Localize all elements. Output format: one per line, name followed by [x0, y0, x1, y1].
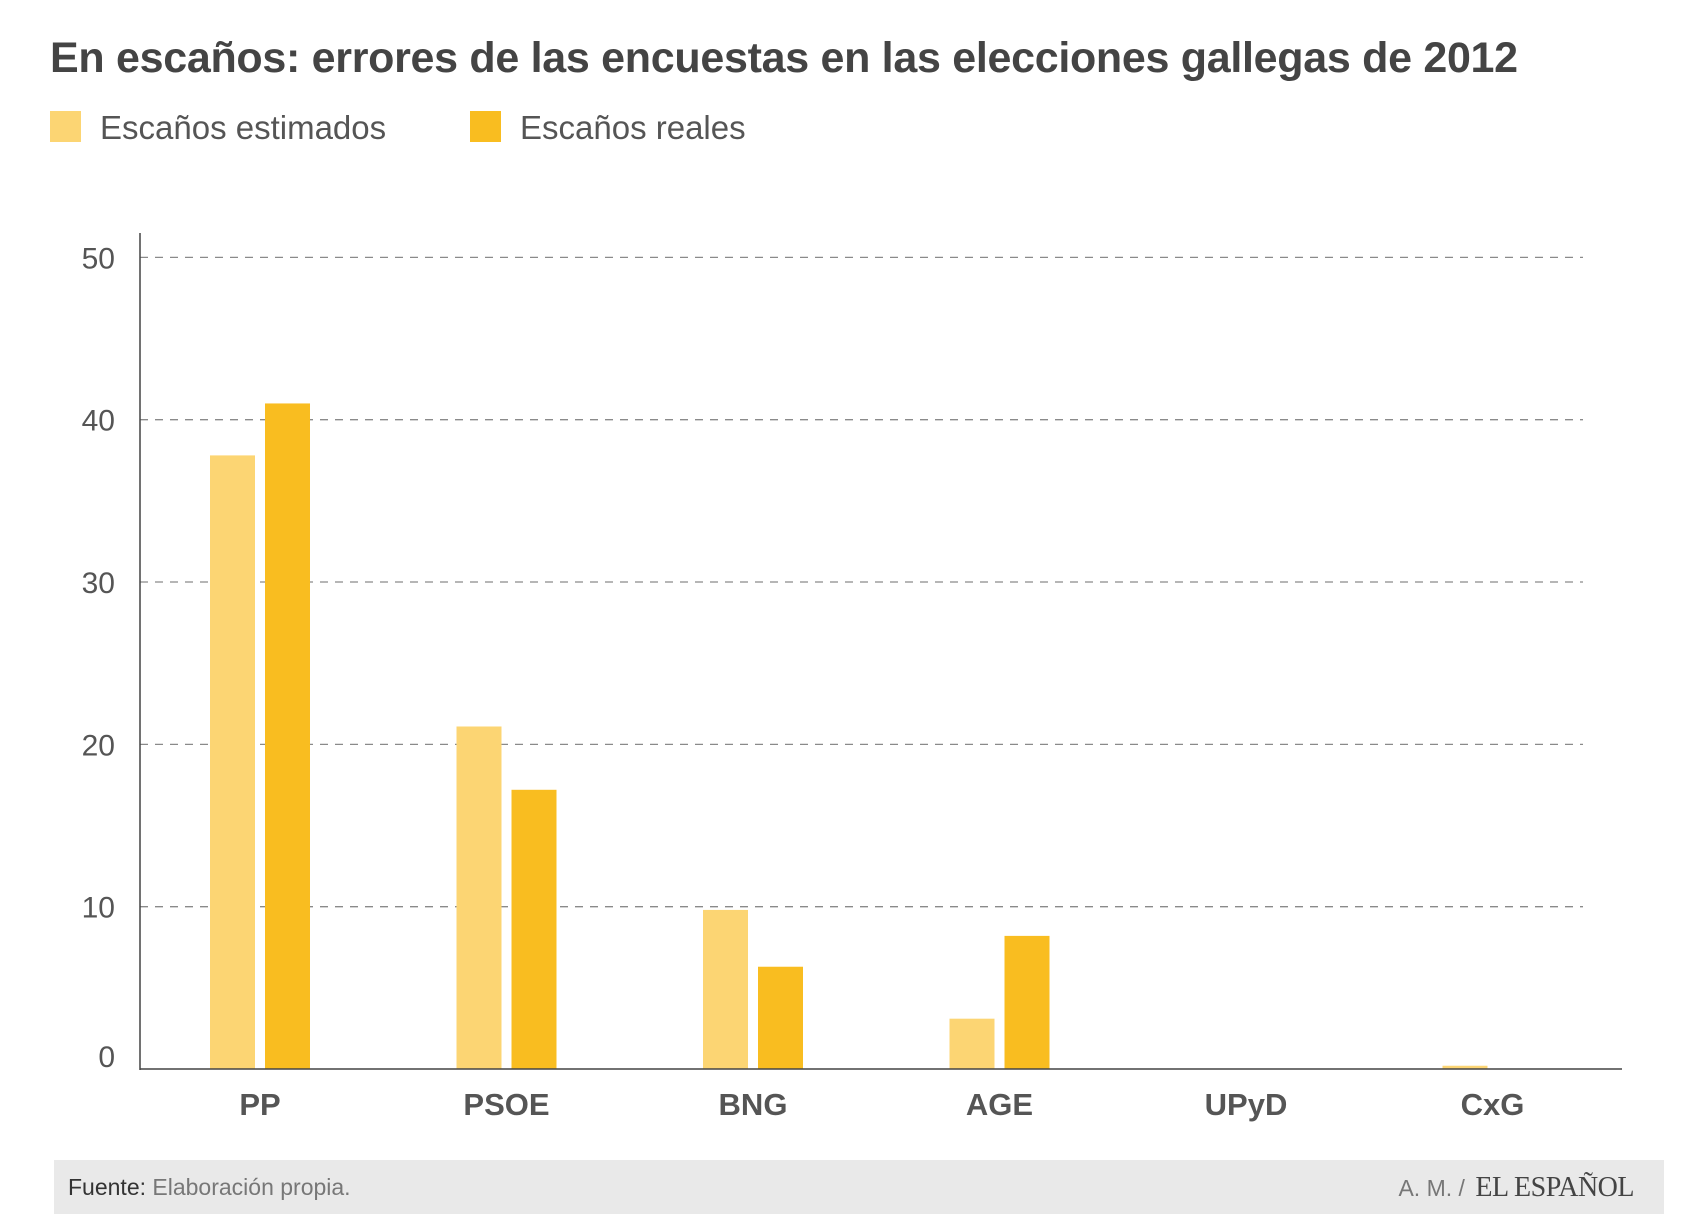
el-espanol-logo: EL ESPAÑOL [1475, 1172, 1634, 1203]
y-tick-label-20: 20 [82, 729, 115, 762]
bar-bng-estimated [703, 909, 748, 1069]
bar-psoe-real [511, 789, 557, 1069]
bar-psoe-estimated [456, 726, 502, 1069]
y-tick-label-10: 10 [82, 892, 115, 925]
legend-swatch-real [470, 111, 501, 142]
x-tick-label-upyd: UPyD [1205, 1087, 1288, 1122]
credit: A. M. / EL ESPAÑOL [1398, 1172, 1634, 1204]
bar-cxg-estimated [1442, 1065, 1488, 1069]
legend-swatch-estimated [50, 111, 81, 142]
chart-title: En escaños: errores de las encuestas en … [50, 34, 1518, 82]
source-text: Elaboración propia. [152, 1174, 351, 1200]
source-prefix: Fuente: [68, 1174, 146, 1200]
y-tick-label-40: 40 [82, 405, 115, 438]
bar-pp-estimated [210, 455, 255, 1070]
author-credit: A. M. / [1398, 1175, 1465, 1201]
source-note: Fuente: Elaboración propia. [68, 1174, 351, 1201]
bar-pp-real [265, 403, 310, 1069]
bar-age-estimated [949, 1018, 995, 1069]
legend-label-estimated: Escaños estimados [100, 109, 387, 146]
x-tick-label-psoe: PSOE [463, 1087, 549, 1122]
bar-age-real [1004, 935, 1050, 1069]
y-tick-label-30: 30 [82, 567, 115, 600]
bar-bng-real [758, 966, 803, 1069]
footer: Fuente: Elaboración propia. A. M. / EL E… [54, 1160, 1664, 1214]
x-tick-label-pp: PP [239, 1087, 280, 1122]
legend-label-real: Escaños reales [520, 109, 746, 146]
x-tick-label-bng: BNG [719, 1087, 788, 1122]
x-tick-label-age: AGE [966, 1087, 1033, 1122]
bar-chart: 0 10 20 30 40 50 PP PSOE BNG AGE UPyD CxG [82, 233, 1622, 1122]
y-tick-label-50: 50 [82, 242, 115, 275]
x-tick-label-cxg: CxG [1461, 1087, 1525, 1122]
y-tick-label-0: 0 [98, 1041, 115, 1074]
